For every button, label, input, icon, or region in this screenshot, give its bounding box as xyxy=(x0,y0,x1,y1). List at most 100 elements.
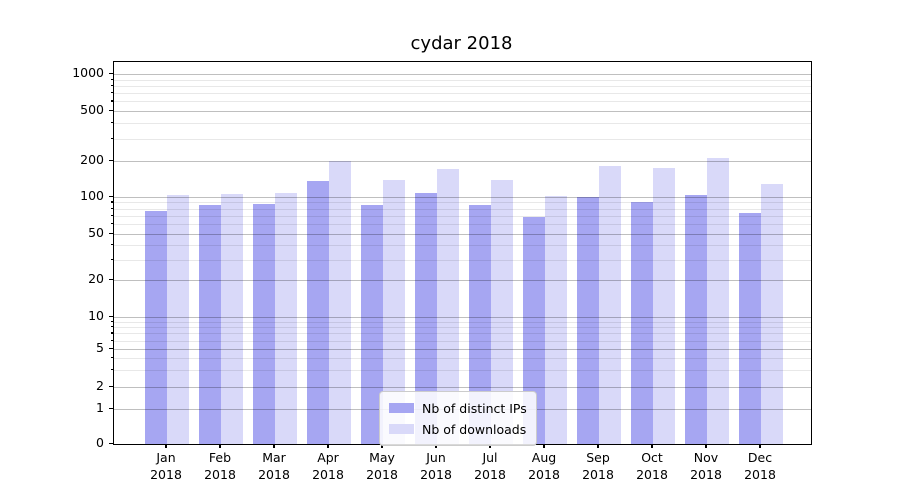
y-tick-label-200: 200 xyxy=(80,152,104,168)
y-minor-tick-mark-700 xyxy=(110,92,113,94)
y-minor-tick-mark-6 xyxy=(110,339,113,341)
gridline-minor-300 xyxy=(114,139,811,141)
y-minor-tick-mark-80 xyxy=(110,207,113,209)
x-tick-label-jul: Jul 2018 xyxy=(474,450,506,482)
bar-nov-distinct-ips xyxy=(685,195,707,444)
y-tick-mark-10 xyxy=(108,316,113,318)
bar-oct-distinct-ips xyxy=(631,201,653,444)
x-tick-label-dec: Dec 2018 xyxy=(744,450,776,482)
legend-item-distinct-ips: Nb of distinct IPs xyxy=(389,399,527,417)
bar-jun-downloads xyxy=(437,169,459,444)
bar-jan-distinct-ips xyxy=(145,211,167,444)
legend-swatch-distinct-ips xyxy=(389,403,414,413)
x-tick-mark-jan xyxy=(165,444,167,448)
y-minor-tick-mark-600 xyxy=(110,100,113,102)
x-tick-mark-aug xyxy=(543,444,545,448)
y-tick-mark-1000 xyxy=(108,73,113,75)
gridline-minor-900 xyxy=(114,79,811,81)
gridline-500 xyxy=(114,111,811,112)
y-tick-mark-2 xyxy=(108,386,113,388)
gridline-minor-600 xyxy=(114,101,811,103)
x-tick-label-apr: Apr 2018 xyxy=(312,450,344,482)
bar-feb-distinct-ips xyxy=(199,205,221,444)
y-tick-label-1: 1 xyxy=(96,400,104,415)
y-minor-tick-mark-7 xyxy=(110,332,113,334)
y-minor-tick-mark-3 xyxy=(110,369,113,371)
y-tick-label-0: 0 xyxy=(96,435,104,450)
x-tick-label-mar: Mar 2018 xyxy=(258,450,290,482)
x-tick-label-feb: Feb 2018 xyxy=(204,450,236,482)
legend-item-downloads: Nb of downloads xyxy=(389,420,527,438)
y-tick-label-1000: 1000 xyxy=(72,65,104,81)
y-tick-label-2: 2 xyxy=(96,378,104,393)
bar-sep-downloads xyxy=(599,166,621,444)
x-tick-label-sep: Sep 2018 xyxy=(582,450,614,482)
bar-dec-downloads xyxy=(761,183,783,444)
bar-sep-distinct-ips xyxy=(577,196,599,444)
y-tick-mark-500 xyxy=(108,110,113,112)
bar-mar-distinct-ips xyxy=(253,204,275,444)
bar-aug-distinct-ips xyxy=(523,216,545,444)
y-minor-tick-mark-4 xyxy=(110,357,113,359)
gridline-1000 xyxy=(114,74,811,76)
bar-jul-downloads xyxy=(491,180,513,444)
bar-feb-downloads xyxy=(221,194,243,444)
x-tick-mark-dec xyxy=(759,444,761,448)
chart-title: cydar 2018 xyxy=(410,33,513,54)
bar-may-distinct-ips xyxy=(361,205,383,444)
bar-jan-downloads xyxy=(167,194,189,444)
x-tick-mark-may xyxy=(381,444,383,448)
x-tick-mark-jul xyxy=(489,444,491,448)
y-tick-mark-20 xyxy=(108,279,113,281)
x-tick-mark-mar xyxy=(273,444,275,448)
y-tick-mark-100 xyxy=(108,195,113,197)
x-tick-mark-nov xyxy=(705,444,707,448)
y-tick-mark-0 xyxy=(108,443,113,445)
legend-swatch-downloads xyxy=(389,424,414,434)
legend-label-distinct-ips: Nb of distinct IPs xyxy=(422,400,527,416)
y-minor-tick-mark-60 xyxy=(110,222,113,225)
bar-nov-downloads xyxy=(707,157,729,444)
x-tick-label-jan: Jan 2018 xyxy=(150,450,182,482)
gridline-minor-400 xyxy=(114,123,811,125)
y-minor-tick-mark-9 xyxy=(110,320,113,323)
x-tick-mark-feb xyxy=(219,444,221,448)
bar-may-downloads xyxy=(383,179,405,444)
bar-oct-downloads xyxy=(653,167,675,444)
y-tick-label-100: 100 xyxy=(80,187,104,203)
y-minor-tick-mark-30 xyxy=(110,258,113,260)
bar-aug-downloads xyxy=(545,196,567,444)
y-minor-tick-mark-40 xyxy=(110,243,113,246)
gridline-minor-800 xyxy=(114,86,811,88)
legend-label-downloads: Nb of downloads xyxy=(422,421,527,437)
bar-jun-distinct-ips xyxy=(415,192,437,444)
x-tick-label-jun: Jun 2018 xyxy=(420,450,452,482)
legend: Nb of distinct IPs Nb of downloads xyxy=(379,391,537,446)
y-tick-mark-200 xyxy=(108,160,113,162)
bar-apr-distinct-ips xyxy=(307,180,329,444)
bar-apr-downloads xyxy=(329,160,351,444)
y-minor-tick-mark-70 xyxy=(110,214,113,216)
y-minor-tick-mark-90 xyxy=(110,201,113,203)
x-tick-label-may: May 2018 xyxy=(366,450,398,482)
y-tick-label-500: 500 xyxy=(80,102,104,117)
y-tick-label-20: 20 xyxy=(88,271,104,286)
y-minor-tick-mark-300 xyxy=(110,138,113,140)
y-tick-label-50: 50 xyxy=(88,224,104,240)
y-tick-mark-5 xyxy=(108,348,113,350)
x-tick-label-nov: Nov 2018 xyxy=(690,450,722,482)
bar-mar-downloads xyxy=(275,193,297,444)
y-tick-label-5: 5 xyxy=(96,340,104,355)
gridline-minor-700 xyxy=(114,93,811,95)
y-minor-tick-mark-8 xyxy=(110,326,113,328)
y-tick-mark-50 xyxy=(108,232,113,234)
bar-jul-distinct-ips xyxy=(469,204,491,444)
plot-area: Nb of distinct IPs Nb of downloads xyxy=(113,61,812,446)
x-tick-label-oct: Oct 2018 xyxy=(636,450,668,482)
x-tick-mark-sep xyxy=(597,444,599,448)
x-tick-mark-apr xyxy=(327,444,329,448)
y-tick-label-10: 10 xyxy=(88,308,104,323)
y-minor-tick-mark-900 xyxy=(110,78,113,81)
y-minor-tick-mark-400 xyxy=(110,122,113,124)
